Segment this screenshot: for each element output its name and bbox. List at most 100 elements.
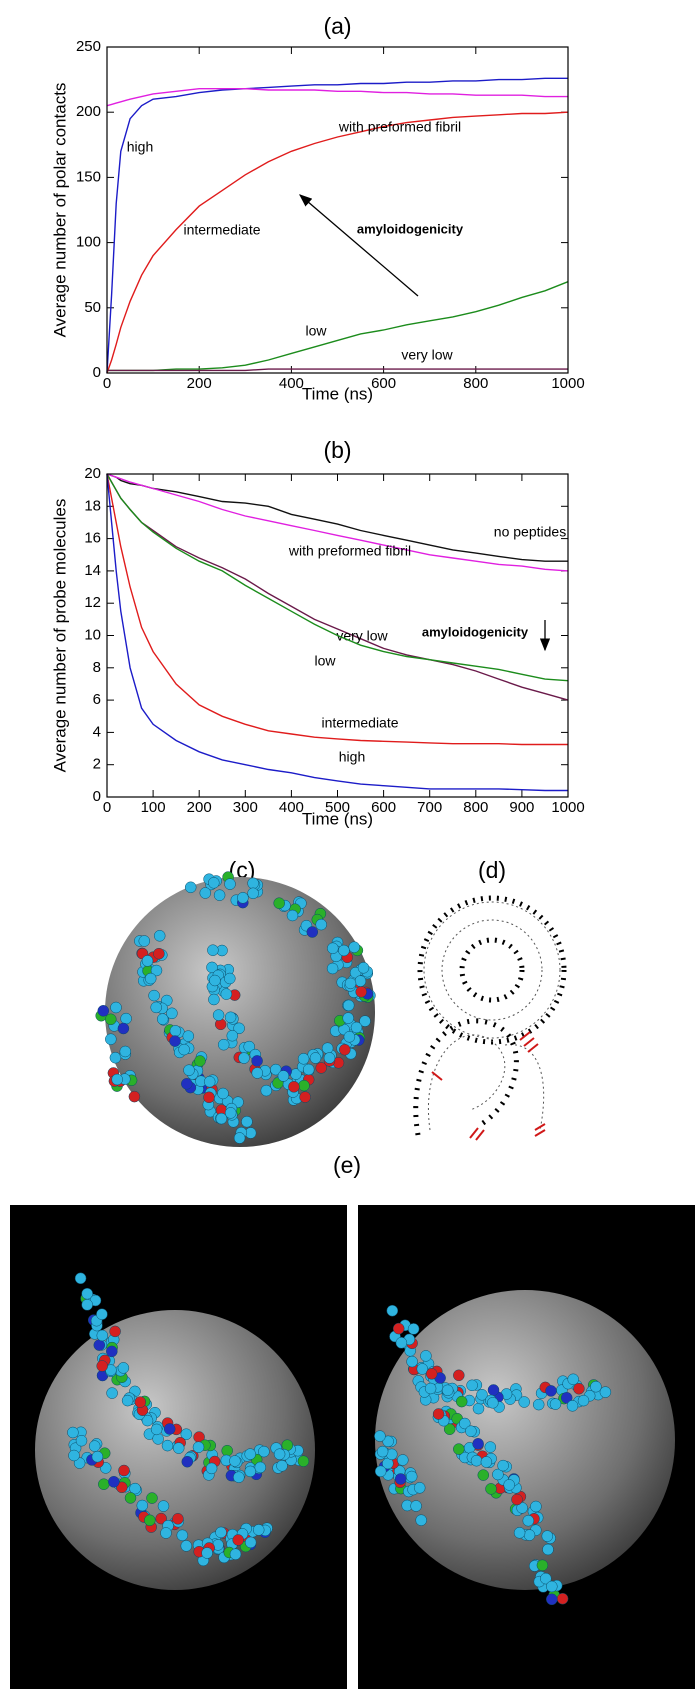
atom (338, 944, 350, 957)
atom (233, 1022, 245, 1035)
atom (128, 1090, 141, 1103)
atom (344, 977, 357, 990)
y-axis-label: Average number of polar contacts (50, 83, 69, 338)
atom (208, 877, 220, 889)
y-tick-label: 20 (84, 465, 101, 482)
atom (277, 1070, 290, 1082)
series-label: intermediate (321, 715, 398, 731)
atom (105, 1033, 117, 1045)
atom (342, 1012, 354, 1024)
atom (136, 1499, 149, 1512)
atom (348, 941, 360, 953)
atom (252, 1524, 265, 1536)
atom (254, 1461, 267, 1474)
atom (453, 1369, 465, 1382)
atom (118, 1464, 130, 1477)
atom (96, 1308, 108, 1320)
atom (224, 878, 236, 890)
atom (472, 1438, 484, 1450)
atom (233, 1471, 245, 1483)
atom (217, 1087, 229, 1100)
atom (542, 1543, 554, 1556)
series-line (106, 473, 568, 792)
y-tick-label: 2 (93, 756, 101, 773)
series-label: with preformed fibril (338, 119, 461, 135)
atom (203, 1091, 215, 1104)
series-line (106, 111, 569, 374)
atom (148, 989, 160, 1002)
atom (172, 1442, 185, 1454)
atom (386, 1304, 399, 1317)
atom (258, 1445, 270, 1458)
atom (323, 1052, 336, 1064)
atom (199, 887, 212, 899)
atom (220, 988, 233, 1000)
atom (327, 942, 339, 955)
atom (124, 1492, 137, 1504)
atom (241, 1115, 253, 1128)
atom (382, 1435, 394, 1448)
atom (232, 1534, 244, 1546)
atom (376, 1445, 389, 1458)
atom (546, 1593, 558, 1606)
atom (157, 1500, 170, 1512)
y-axis-label: Average number of probe molecules (50, 499, 69, 773)
atom (205, 1462, 218, 1475)
atom (397, 1454, 409, 1466)
atom (395, 1337, 408, 1349)
atom (484, 1441, 497, 1453)
atom (155, 1512, 167, 1525)
atom (161, 1439, 174, 1452)
atom (93, 1339, 106, 1351)
x-tick-label: 600 (371, 799, 396, 816)
atom (425, 1368, 438, 1380)
atom (359, 1015, 371, 1027)
atom (407, 1323, 420, 1335)
atom (108, 1476, 120, 1488)
atom (201, 1547, 213, 1559)
atom (343, 1031, 356, 1043)
atom (567, 1373, 579, 1386)
atom (229, 1455, 241, 1467)
series-label: very low (336, 628, 388, 644)
y-tick-label: 4 (93, 723, 101, 740)
atom (121, 1394, 134, 1407)
atom (97, 1005, 110, 1017)
atom (410, 1500, 422, 1512)
atom (350, 1021, 363, 1034)
atom (88, 1440, 101, 1452)
atom (244, 1465, 257, 1478)
atom (213, 889, 226, 901)
atom (288, 1081, 300, 1093)
atom (206, 961, 218, 974)
atom (297, 1053, 310, 1065)
atom (511, 1493, 523, 1506)
x-tick-label: 200 (187, 375, 212, 392)
series-label: with preformed fibril (288, 543, 411, 559)
atom (273, 1448, 286, 1460)
atom (215, 1526, 227, 1539)
atom (315, 1062, 327, 1074)
atom (144, 1514, 156, 1527)
atom (98, 1478, 110, 1490)
atom (203, 1075, 216, 1088)
atom (321, 1042, 334, 1054)
atom (160, 1527, 172, 1539)
x-tick-label: 1000 (551, 375, 584, 392)
atom (134, 1396, 147, 1408)
atom (106, 1345, 118, 1358)
atom (182, 1030, 195, 1042)
y-tick-label: 8 (93, 659, 101, 676)
atom (221, 1444, 233, 1457)
atom (503, 1479, 515, 1491)
y-tick-label: 10 (84, 626, 101, 643)
atom (306, 926, 319, 938)
atom (244, 1536, 257, 1549)
atom (286, 909, 299, 922)
annotation-arrow (299, 194, 419, 297)
atom (178, 1043, 190, 1056)
atom (513, 1527, 526, 1539)
atom (67, 1426, 79, 1439)
atom (144, 972, 157, 985)
atom (518, 1396, 530, 1408)
